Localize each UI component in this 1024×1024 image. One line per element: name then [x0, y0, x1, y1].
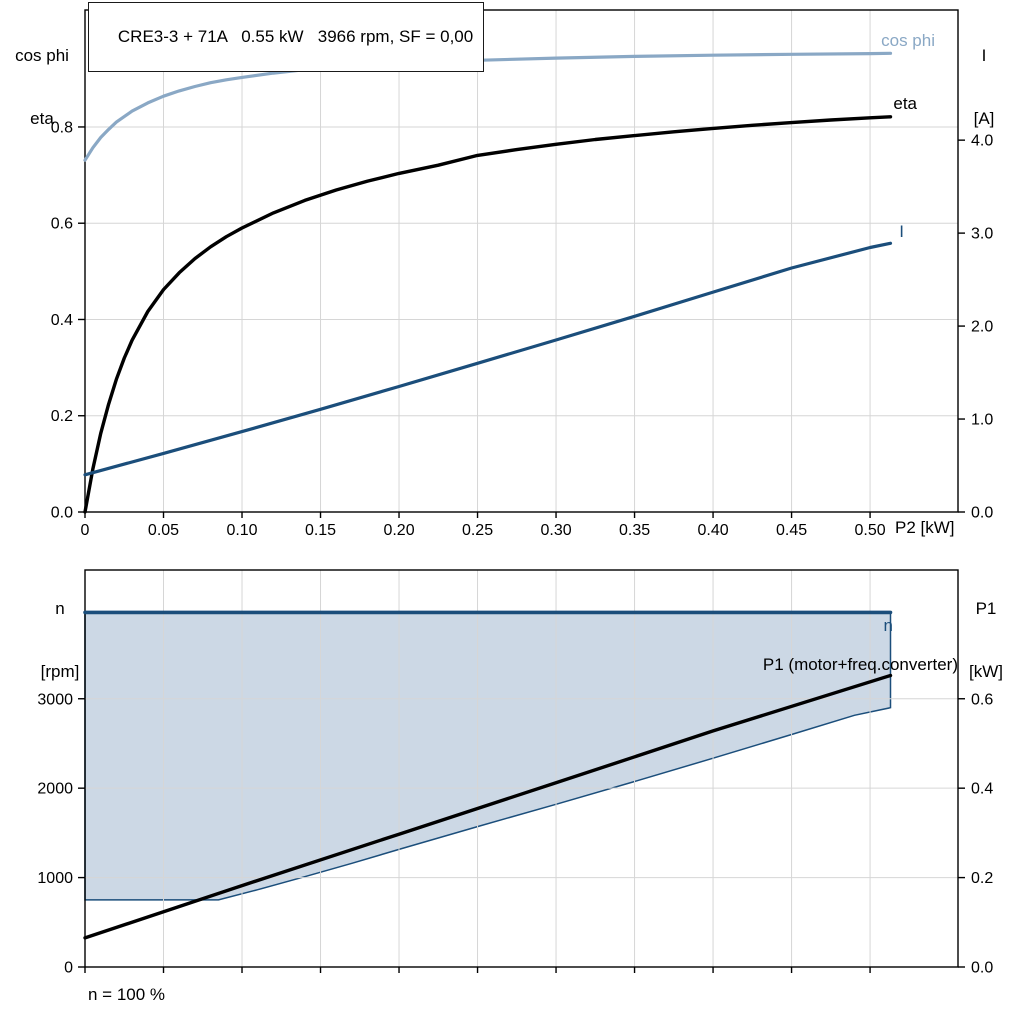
series-label-speed: n: [884, 616, 893, 635]
series-cos-phi: [83, 51, 893, 162]
series-label-p1: P1 (motor+freq.converter): [763, 655, 958, 674]
y-right-tick-label: 0.0: [971, 505, 993, 522]
axis-title-eta: eta: [30, 109, 54, 128]
x-tick-label: 0.45: [776, 522, 807, 539]
y-left-tick-label: 0.2: [51, 408, 73, 425]
chart-title-text: CRE3-3 + 71A 0.55 kW 3966 rpm, SF = 0,00: [117, 27, 474, 46]
axis-title-p1-unit: [kW]: [969, 662, 1003, 681]
y-left-tick-label: 3000: [37, 691, 73, 708]
plot-border: [84, 569, 959, 968]
y-left-tick-label: 0.6: [51, 216, 73, 233]
axis-title-speed-unit: [rpm]: [40, 662, 80, 681]
x-tick-label: 0.10: [226, 522, 257, 539]
y-left-tick-label: 1000: [37, 870, 73, 887]
x-tick-label: 0.40: [697, 522, 728, 539]
y-right-tick-label: 0.0: [971, 960, 993, 977]
y-right-tick-label: 1.0: [971, 412, 993, 429]
axis-title-current-unit: [A]: [973, 109, 995, 128]
x-tick-label: 0.15: [305, 522, 336, 539]
series-label-eta: eta: [893, 94, 917, 113]
x-tick-label: 0.35: [619, 522, 650, 539]
x-tick-label: 0.25: [462, 522, 493, 539]
y-left-tick-label: 2000: [37, 781, 73, 798]
axis-title-top-right: I [A]: [952, 3, 1016, 171]
y-left-tick-label: 0.0: [51, 505, 73, 522]
axis-title-p1: P1: [975, 599, 997, 618]
axis-title-bottom-right: P1 [kW]: [952, 556, 1020, 724]
x-tick-label: 0.05: [148, 522, 179, 539]
x-tick-label: 0.50: [855, 522, 886, 539]
speed-percentage-note: n = 100 %: [88, 985, 166, 1004]
y-right-tick-label: 0.2: [971, 870, 993, 887]
axis-title-bottom-left: n [rpm]: [18, 556, 102, 724]
series-eta: [83, 115, 893, 514]
y-right-tick-label: 2.0: [971, 319, 993, 336]
y-left-tick-label: 0.4: [51, 312, 73, 329]
x-axis-label: P2 [kW]: [895, 518, 955, 537]
x-tick-label: 0.20: [383, 522, 414, 539]
axis-title-speed: n: [55, 599, 65, 618]
series-current: [83, 241, 893, 477]
x-tick-label: 0: [81, 522, 90, 539]
series-label-cos-phi: cos phi: [881, 31, 935, 50]
y-right-tick-label: 3.0: [971, 226, 993, 243]
axis-title-current: I: [981, 46, 987, 65]
y-right-tick-label: 0.6: [971, 691, 993, 708]
y-right-tick-label: 0.4: [971, 781, 993, 798]
x-tick-label: 0.30: [540, 522, 571, 539]
series-p1: [83, 673, 893, 940]
series-label-current: I: [899, 222, 904, 241]
chart-title-box: CRE3-3 + 71A 0.55 kW 3966 rpm, SF = 0,00: [88, 2, 485, 72]
y-right-tick-label: 4.0: [971, 133, 993, 150]
y-left-tick-label: 0.8: [51, 119, 73, 136]
plot-border: [84, 9, 959, 513]
speed-range-band: [84, 611, 892, 901]
y-left-tick-label: 0: [64, 960, 73, 977]
axis-title-cos-phi: cos phi: [15, 46, 69, 65]
axis-title-top-left: cos phi eta: [0, 3, 84, 171]
